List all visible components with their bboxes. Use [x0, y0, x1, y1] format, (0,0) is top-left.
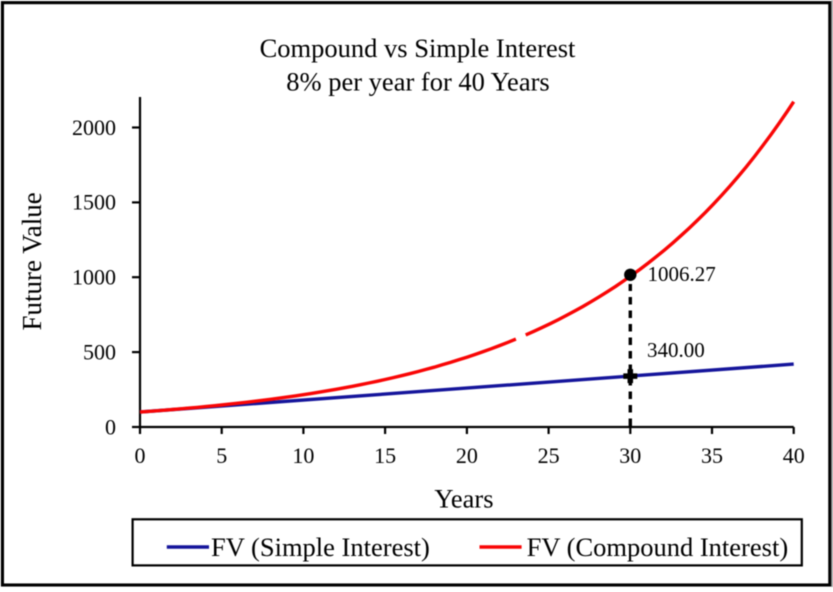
- svg-text:35: 35: [701, 443, 723, 468]
- svg-text:5: 5: [216, 443, 227, 468]
- svg-text:1000: 1000: [72, 265, 116, 290]
- svg-text:0: 0: [135, 443, 146, 468]
- svg-text:1006.27: 1006.27: [648, 262, 716, 286]
- svg-text:25: 25: [538, 443, 560, 468]
- svg-text:40: 40: [783, 443, 805, 468]
- svg-text:20: 20: [456, 443, 478, 468]
- svg-text:FV (Compound Interest): FV (Compound Interest): [527, 532, 789, 562]
- svg-text:Years: Years: [434, 483, 493, 513]
- svg-text:30: 30: [619, 443, 641, 468]
- svg-text:340.00: 340.00: [647, 338, 705, 362]
- svg-text:2000: 2000: [72, 115, 116, 140]
- svg-text:Future Value: Future Value: [17, 192, 47, 330]
- svg-text:15: 15: [374, 443, 396, 468]
- svg-text:8% per year for 40 Years: 8% per year for 40 Years: [286, 67, 549, 97]
- svg-text:500: 500: [83, 339, 116, 364]
- svg-text:0: 0: [105, 414, 116, 439]
- svg-text:1500: 1500: [72, 190, 116, 215]
- svg-text:10: 10: [292, 443, 314, 468]
- svg-text:FV (Simple Interest): FV (Simple Interest): [211, 532, 430, 562]
- svg-text:Compound vs Simple Interest: Compound vs Simple Interest: [260, 33, 576, 63]
